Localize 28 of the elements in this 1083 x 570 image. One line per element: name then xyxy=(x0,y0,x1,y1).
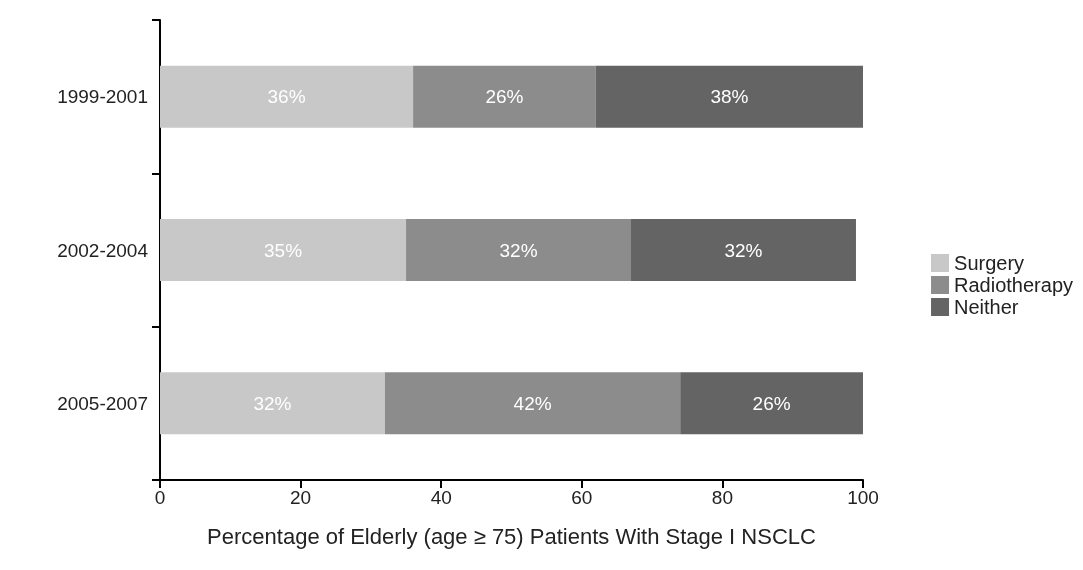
data-label: 26% xyxy=(752,392,791,414)
bar xyxy=(160,219,407,281)
bar xyxy=(160,372,385,435)
data-label: 38% xyxy=(710,86,749,108)
legend-label: Radiotherapy xyxy=(954,274,1073,296)
y-tick-label: 2005-2007 xyxy=(57,392,148,414)
x-tick-label: 20 xyxy=(290,487,312,508)
bar xyxy=(680,372,863,435)
data-label: 26% xyxy=(485,86,524,108)
y-tick-label: 1999-2001 xyxy=(57,86,148,108)
legend-label: Surgery xyxy=(954,252,1025,274)
data-label: 32% xyxy=(724,239,763,261)
bar xyxy=(160,65,414,128)
bar xyxy=(413,65,596,128)
x-tick-label: 80 xyxy=(711,487,733,508)
x-axis-title: Percentage of Elderly (age ≥ 75) Patients With Stage I NSCLC xyxy=(207,523,817,549)
bar xyxy=(631,219,856,281)
y-tick-label: 2002-2004 xyxy=(57,239,149,261)
bar xyxy=(406,219,632,281)
legend-label: Neither xyxy=(954,296,1019,318)
x-tick-label: 60 xyxy=(571,487,593,508)
bar xyxy=(595,65,863,128)
data-label: 42% xyxy=(513,392,552,414)
x-tick-label: 100 xyxy=(847,487,879,508)
data-label: 32% xyxy=(499,239,538,261)
bar xyxy=(384,372,681,435)
x-tick-label: 0 xyxy=(154,487,166,508)
x-tick-label: 40 xyxy=(430,487,452,508)
